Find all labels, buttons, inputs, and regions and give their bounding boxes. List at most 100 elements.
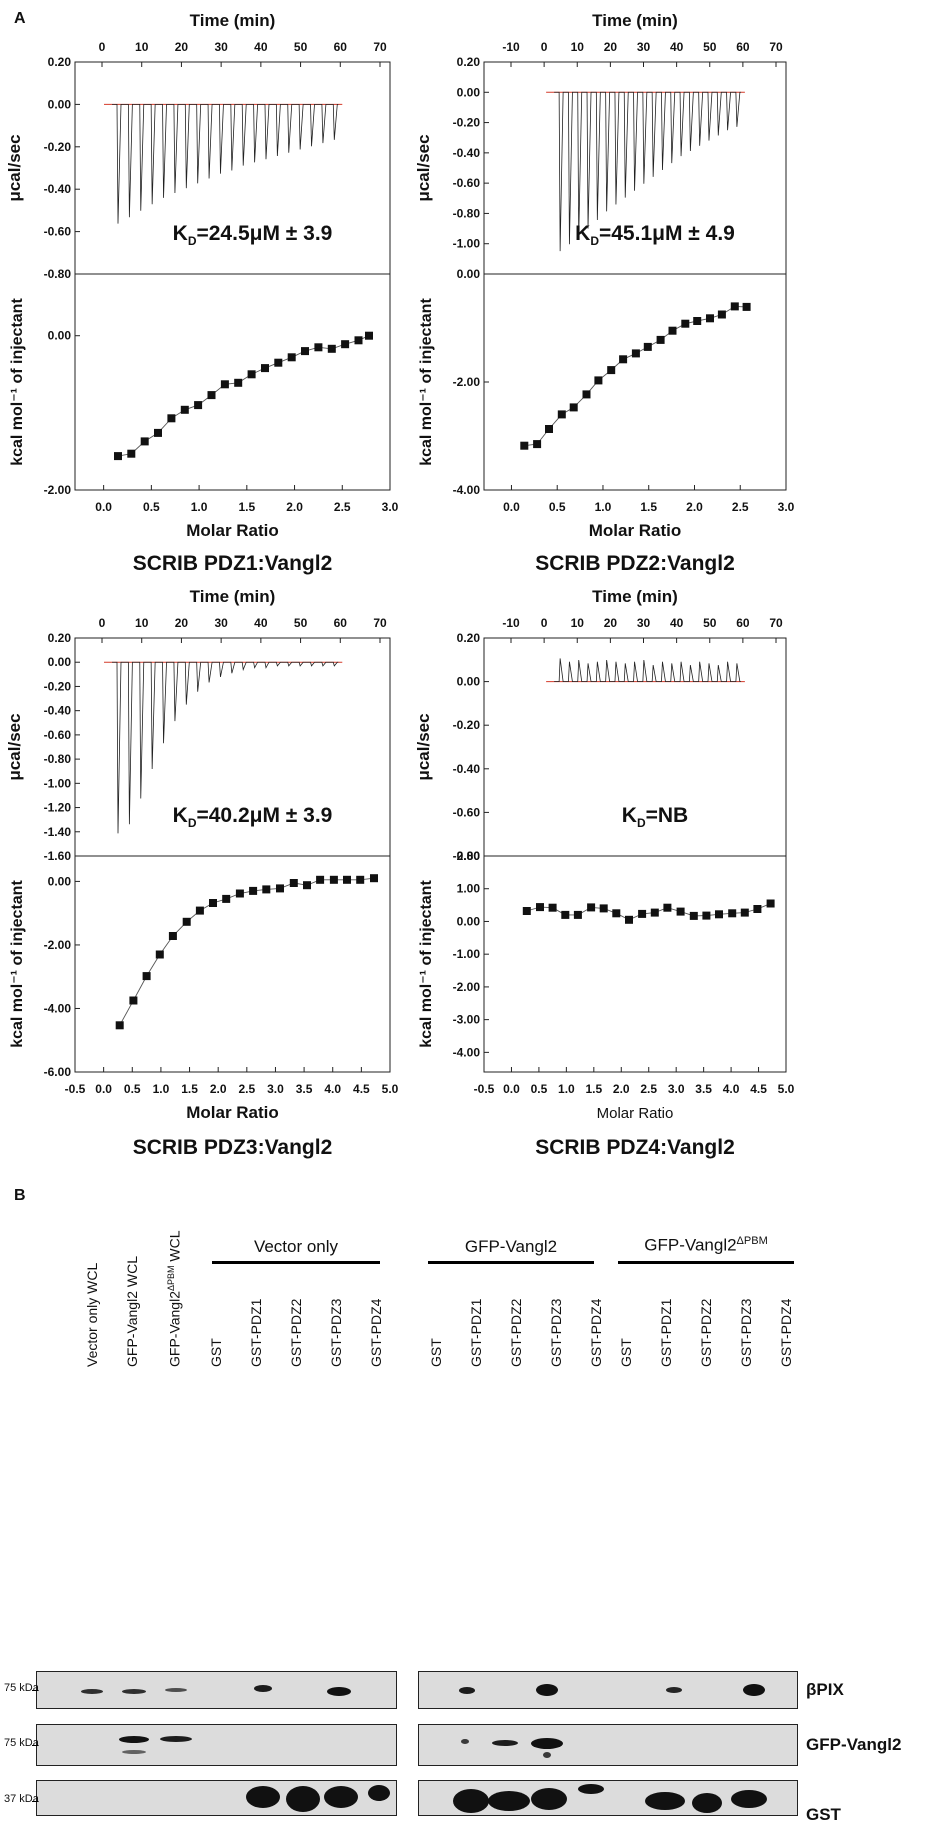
- isotherm-y-tick-label: -4.00: [453, 483, 481, 497]
- lane-label-gst-pdz1: GST-PDZ1: [248, 1298, 264, 1367]
- blot-band: [645, 1792, 685, 1810]
- time-axis-label: Time (min): [190, 11, 276, 30]
- data-point: [676, 907, 685, 916]
- group-label-gfp-vangl2-dpbm: GFP-Vangl2ΔPBM: [618, 1235, 794, 1256]
- time-tick-label: 50: [703, 40, 717, 54]
- group-label-sup: ΔPBM: [736, 1235, 768, 1247]
- marker-tick: [32, 1690, 38, 1691]
- data-point: [730, 302, 739, 311]
- data-point: [314, 343, 323, 352]
- molar-ratio-tick-label: 1.0: [558, 1082, 575, 1096]
- data-point: [316, 875, 325, 884]
- data-point: [140, 437, 149, 446]
- blot-gst-left: [36, 1780, 397, 1816]
- lane-label-gst-pdz1: GST-PDZ1: [468, 1298, 484, 1367]
- group-label-vector-only: Vector only: [253, 1237, 339, 1256]
- heat-y-tick-label: -0.80: [44, 267, 72, 281]
- marker-tick: [32, 1801, 38, 1802]
- time-tick-label: 40: [670, 40, 684, 54]
- molar-ratio-tick-label: -0.5: [474, 1082, 495, 1096]
- blot-band: [453, 1789, 489, 1813]
- molar-ratio-tick-label: 2.0: [210, 1082, 227, 1096]
- isotherm-y-tick-label: -3.00: [453, 1013, 481, 1027]
- time-tick-label: 70: [769, 40, 783, 54]
- molar-ratio-axis-label: Molar Ratio: [186, 521, 279, 540]
- kd-annotation: KD=24.5μM ± 3.9: [173, 222, 333, 248]
- lane-label-vector-wcl: Vector only WCL: [84, 1262, 100, 1367]
- marker-75kda: 75 kDa: [4, 1737, 39, 1749]
- itc-panel-1: Time (min) 0 10 20 30 40 50 60 70 0.20 0.00 -0.20 -0…: [5, 11, 399, 575]
- heat-y-tick-label: -0.80: [44, 752, 72, 766]
- time-tick-label: 40: [670, 616, 684, 630]
- data-point: [706, 314, 714, 323]
- molar-ratio-tick-label: 2.0: [286, 500, 303, 514]
- blot-bpix-right: [418, 1671, 798, 1709]
- group-label-main: GFP-Vangl2: [644, 1235, 737, 1255]
- raw-heat-trace: [554, 658, 741, 682]
- heat-y-tick-label: -0.40: [44, 182, 72, 196]
- blot-band: [254, 1684, 272, 1692]
- itc-panel-4: Time (min) -10 0 10 20 30 40 50 60 70 0.20 0.00 -0.2…: [414, 587, 795, 1159]
- data-point: [303, 881, 311, 890]
- molar-ratio-axis-label: Molar Ratio: [589, 521, 682, 540]
- data-point: [545, 425, 553, 433]
- heat-y-tick-label: 0.20: [48, 55, 72, 69]
- heat-y-tick-label: -0.20: [453, 718, 481, 732]
- time-tick-label: 30: [637, 616, 651, 630]
- molar-ratio-tick-label: 3.0: [668, 1082, 685, 1096]
- heat-y-tick-label: 0.00: [48, 655, 72, 669]
- data-point: [587, 903, 596, 912]
- isotherm-y-tick-label: 0.00: [48, 329, 72, 343]
- data-point: [180, 405, 189, 414]
- lane-label-gst-pdz2: GST-PDZ2: [508, 1298, 524, 1367]
- data-point: [327, 344, 336, 353]
- data-point: [625, 915, 633, 924]
- protein-label-gst: GST: [806, 1805, 841, 1824]
- heat-y-tick-label: 0.00: [457, 267, 481, 281]
- blot-gfp-vangl2-right: [418, 1724, 798, 1766]
- blot-band: [743, 1684, 765, 1696]
- isotherm-y-tick-label: 2.00: [457, 849, 481, 863]
- data-point: [207, 391, 216, 400]
- heat-y-tick-label: -1.20: [44, 801, 72, 815]
- data-point: [638, 909, 647, 918]
- data-point: [582, 390, 591, 399]
- heat-y-tick-label: -0.60: [453, 805, 481, 819]
- isotherm-y-tick-label: 0.00: [457, 914, 481, 928]
- blot-band: [122, 1750, 146, 1754]
- data-point: [663, 903, 672, 912]
- itc-panel-2: Time (min) -10 0 10 20 30 40 50 60 70 0.20 0.00 -0.2…: [414, 11, 795, 575]
- molar-ratio-tick-label: 0.0: [95, 1082, 112, 1096]
- heat-y-tick-label: 0.00: [457, 85, 481, 99]
- marker-tick: [32, 1745, 38, 1746]
- heat-y-tick-label: 0.00: [457, 675, 481, 689]
- data-point: [261, 364, 269, 373]
- time-tick-label: 30: [637, 40, 651, 54]
- lane-label-main: GFP-Vangl2: [166, 1291, 183, 1367]
- molar-ratio-tick-label: 5.0: [778, 1082, 795, 1096]
- data-point: [650, 908, 659, 917]
- isotherm-y-axis-label: kcal mol⁻¹ of injectant: [9, 880, 26, 1048]
- lane-label-gst-pdz3: GST-PDZ3: [328, 1298, 344, 1367]
- blot-band: [536, 1684, 558, 1696]
- blot-band: [492, 1740, 518, 1746]
- blot-band: [81, 1688, 103, 1694]
- time-tick-label: 40: [254, 40, 268, 54]
- data-point: [702, 911, 711, 920]
- lane-label-gfp-vangl2-wcl: GFP-Vangl2 WCL: [124, 1256, 140, 1367]
- data-point: [115, 1021, 124, 1030]
- time-tick-label: 0: [99, 40, 106, 54]
- data-point: [742, 302, 751, 311]
- western-blot-figure: Vector only WCL GFP-Vangl2 WCL GFP-Vangl…: [0, 1215, 937, 1824]
- time-tick-label: 70: [373, 616, 387, 630]
- data-point: [235, 889, 244, 898]
- blot-band: [666, 1687, 682, 1693]
- data-point: [274, 358, 283, 367]
- molar-ratio-tick-label: 1.0: [153, 1082, 170, 1096]
- heat-y-tick-label: -1.00: [44, 776, 72, 790]
- data-point: [370, 874, 378, 883]
- blot-band: [368, 1785, 390, 1801]
- data-point: [329, 875, 338, 884]
- time-tick-label: 70: [769, 616, 783, 630]
- kd-annotation: KD=NB: [622, 804, 688, 830]
